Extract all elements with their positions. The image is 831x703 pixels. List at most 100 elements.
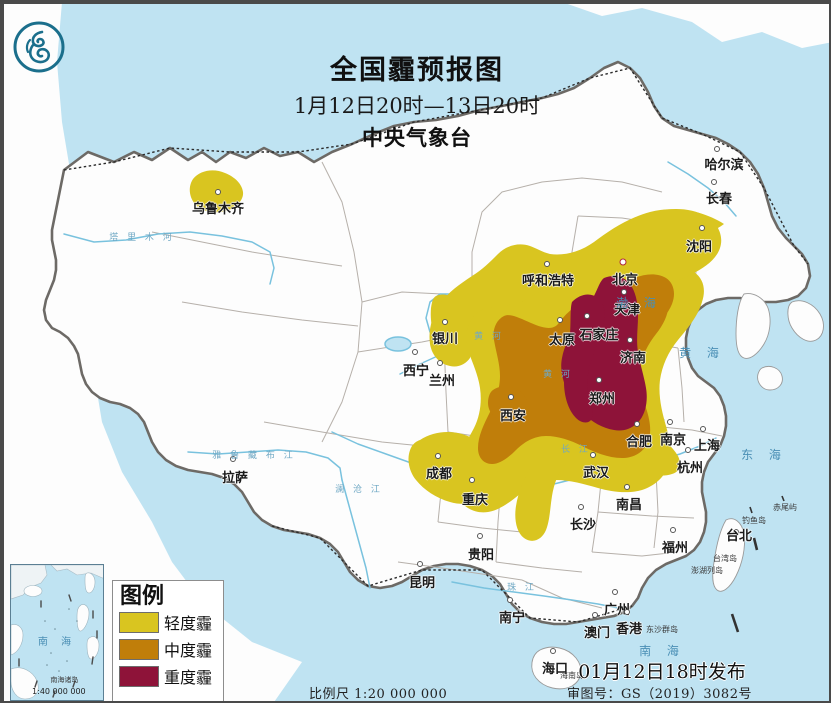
city-label: 杭州 <box>676 461 704 476</box>
city-marker-19 <box>435 453 441 459</box>
city-label: 南京 <box>659 433 687 448</box>
city-marker-25 <box>477 533 483 539</box>
city-label: 哈尔滨 <box>704 158 744 173</box>
city-marker-23 <box>624 484 630 490</box>
city-marker-21 <box>590 452 596 458</box>
city-marker-0 <box>215 189 221 195</box>
island-label: 东沙群岛 <box>646 625 678 634</box>
city-marker-30 <box>612 589 618 595</box>
city-marker-32 <box>592 612 598 618</box>
city-marker-13 <box>596 377 602 383</box>
city-label: 银川 <box>431 332 459 347</box>
forecast-period: 1月12日20时—13日20时 <box>293 94 541 118</box>
city-label: 成都 <box>425 467 453 482</box>
inset-sea-label: 南 海 <box>37 637 77 648</box>
city-label: 西宁 <box>402 364 430 379</box>
issue-time: 01月12日18时发布 <box>578 661 746 683</box>
city-label: 呼和浩特 <box>521 274 575 289</box>
city-marker-6 <box>621 289 627 295</box>
city-marker-15 <box>634 421 640 427</box>
city-marker-7 <box>442 319 448 325</box>
city-marker-5 <box>619 258 627 266</box>
city-label: 石家庄 <box>579 328 619 343</box>
river-label: 长 江 <box>561 445 591 455</box>
city-marker-24 <box>578 504 584 510</box>
haze-light-sichuan <box>408 432 498 504</box>
map-title: 全国霾预报图 <box>330 55 504 86</box>
island-label: 钓鱼岛 <box>742 516 766 525</box>
legend-row-light: 轻度霾 <box>119 610 218 634</box>
island-label: 澎湖列岛 <box>691 566 723 575</box>
neighbor-islands <box>531 293 824 690</box>
city-marker-22 <box>685 447 691 453</box>
island-label: 海南岛 <box>560 671 584 680</box>
neighbor-landmass <box>2 2 829 48</box>
city-marker-9 <box>584 313 590 319</box>
city-marker-14 <box>508 394 514 400</box>
city-label: 沈阳 <box>685 240 713 255</box>
river-label: 塔 里 木 河 <box>109 233 175 243</box>
river-label: 雅 鲁 藏 布 江 <box>212 451 296 461</box>
legend-label-moderate: 中度霾 <box>164 641 213 661</box>
city-label: 兰州 <box>428 374 456 389</box>
legend-label-light: 轻度霾 <box>164 614 213 634</box>
city-marker-1 <box>714 146 720 152</box>
inset-islands-label: 南海诸岛 <box>50 676 79 684</box>
city-label: 贵阳 <box>467 548 495 563</box>
haze-moderate-xian <box>488 386 528 423</box>
city-marker-18 <box>230 456 236 462</box>
city-marker-17 <box>700 426 706 432</box>
city-marker-29 <box>507 597 513 603</box>
city-label: 天津 <box>613 303 641 318</box>
legend-title: 图例 <box>120 583 165 609</box>
city-label: 南宁 <box>498 611 526 626</box>
city-label: 郑州 <box>588 392 616 407</box>
inset-map-svg <box>11 565 103 700</box>
legend-row-moderate: 中度霾 <box>119 637 218 661</box>
haze-heavy-areas <box>561 276 647 431</box>
legend-box: 图例 轻度霾 中度霾 重度霾 <box>112 580 224 701</box>
city-label: 广州 <box>603 603 631 618</box>
river-label: 黄 河 <box>543 370 573 380</box>
city-label: 武汉 <box>582 466 610 481</box>
city-label: 澳门 <box>583 626 611 641</box>
city-marker-28 <box>417 561 423 567</box>
city-marker-4 <box>544 261 550 267</box>
island-label: 台湾岛 <box>713 554 737 563</box>
legend-swatch-heavy <box>119 665 159 687</box>
legend-rows: 轻度霾 中度霾 重度霾 <box>119 610 218 688</box>
city-label: 香港 <box>615 622 643 637</box>
island-label: 赤尾屿 <box>773 503 797 512</box>
issuing-agency: 中央气象台 <box>362 125 472 150</box>
city-marker-16 <box>667 419 673 425</box>
sea-label: 南 海 <box>639 644 685 658</box>
city-marker-12 <box>437 360 443 366</box>
sea-label: 黄 海 <box>679 346 725 360</box>
city-marker-11 <box>412 349 418 355</box>
city-label: 长沙 <box>569 518 597 533</box>
sea-label: 东 海 <box>741 448 787 462</box>
national-boundary-dotted <box>63 67 809 623</box>
city-label: 重庆 <box>461 493 489 508</box>
city-label: 长春 <box>705 192 733 207</box>
city-label: 乌鲁木齐 <box>191 202 245 217</box>
river-label: 珠 江 <box>507 583 537 593</box>
city-marker-26 <box>670 527 676 533</box>
city-marker-31 <box>624 609 630 615</box>
river-label: 黄 河 <box>474 332 504 342</box>
cma-dragon-logo-icon <box>13 21 65 73</box>
city-label: 福州 <box>661 541 689 556</box>
inset-scale-label: 1:40 000 000 <box>32 687 86 696</box>
legend-swatch-moderate <box>119 638 159 660</box>
map-approval-number: 审图号：GS（2019）3082号 <box>567 687 752 702</box>
city-label: 拉萨 <box>221 471 249 486</box>
city-label: 台北 <box>725 529 753 544</box>
legend-swatch-light <box>119 611 159 633</box>
sea-label: 渤 海 <box>616 296 662 310</box>
city-label: 合肥 <box>625 435 653 450</box>
city-marker-2 <box>711 179 717 185</box>
city-marker-20 <box>469 477 475 483</box>
city-label: 西安 <box>499 409 527 424</box>
